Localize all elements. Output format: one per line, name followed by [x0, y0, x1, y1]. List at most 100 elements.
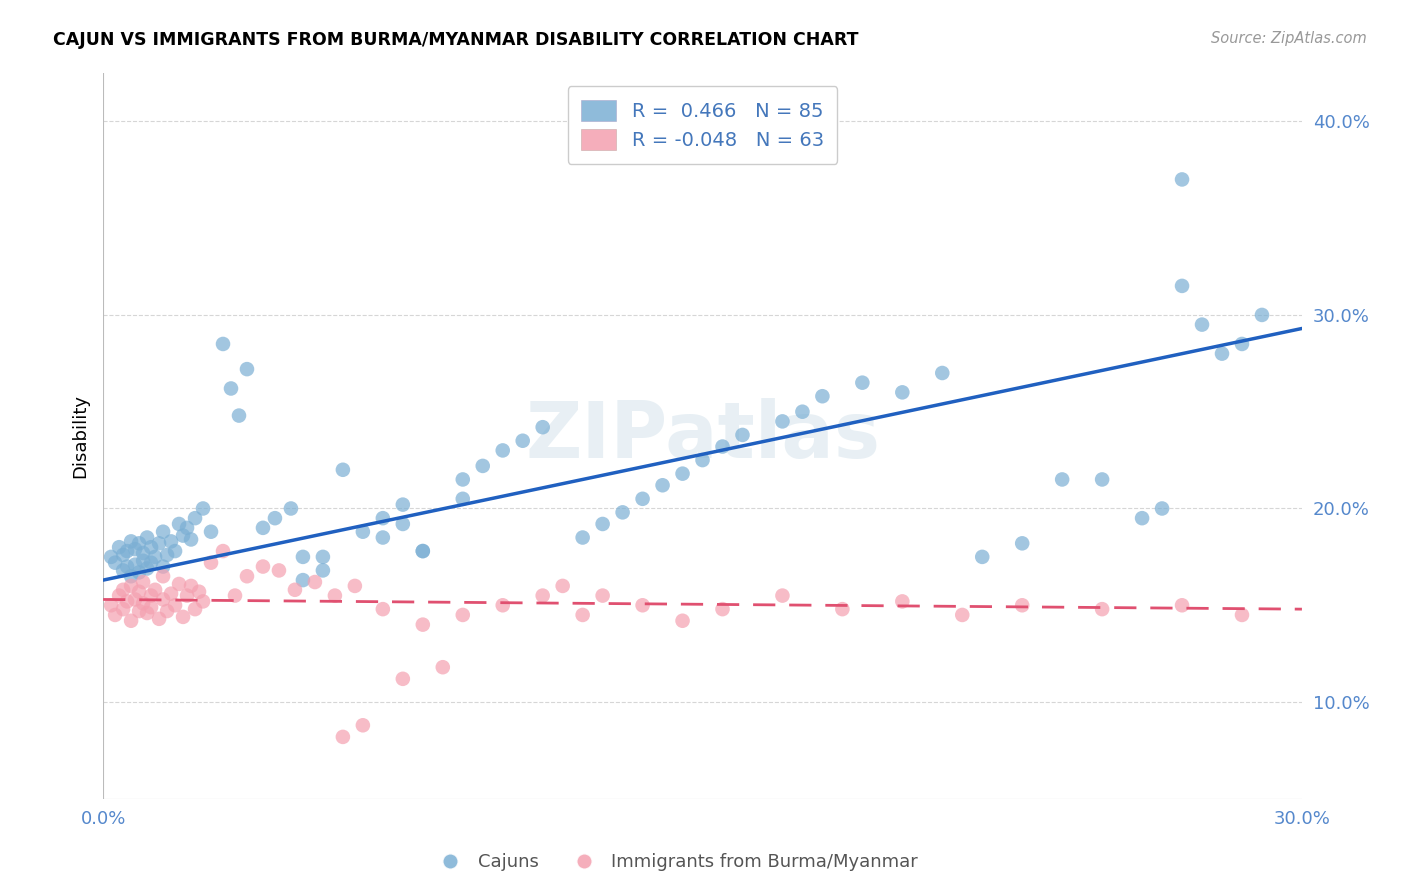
Point	[891, 385, 914, 400]
Text: CAJUN VS IMMIGRANTS FROM BURMA/MYANMAR DISABILITY CORRELATION CHART: CAJUN VS IMMIGRANTS FROM BURMA/MYANMAR D…	[53, 31, 859, 49]
Point	[284, 582, 307, 597]
Point	[152, 524, 174, 539]
Point	[332, 730, 354, 744]
Point	[104, 607, 127, 622]
Point	[1171, 599, 1194, 613]
Point	[172, 528, 194, 542]
Point	[291, 549, 314, 564]
Point	[1211, 346, 1233, 360]
Point	[312, 563, 335, 577]
Point	[392, 498, 415, 512]
Point	[112, 548, 135, 562]
Point	[120, 569, 142, 583]
Point	[392, 516, 415, 531]
Point	[631, 491, 654, 506]
Point	[571, 607, 593, 622]
Point	[165, 599, 187, 613]
Point	[128, 566, 150, 580]
Point	[224, 589, 246, 603]
Point	[531, 589, 554, 603]
Point	[692, 453, 714, 467]
Point	[152, 592, 174, 607]
Point	[124, 542, 146, 557]
Point	[180, 533, 202, 547]
Point	[451, 473, 474, 487]
Point	[891, 594, 914, 608]
Point	[112, 582, 135, 597]
Point	[176, 589, 198, 603]
Y-axis label: Disability: Disability	[72, 394, 89, 478]
Point	[1230, 337, 1253, 351]
Point	[200, 524, 222, 539]
Point	[132, 596, 155, 610]
Text: ZIPatlas: ZIPatlas	[524, 398, 880, 474]
Point	[156, 548, 179, 562]
Point	[148, 612, 170, 626]
Point	[280, 501, 302, 516]
Point	[104, 556, 127, 570]
Point	[1130, 511, 1153, 525]
Point	[167, 516, 190, 531]
Point	[1191, 318, 1213, 332]
Point	[612, 505, 634, 519]
Point	[412, 617, 434, 632]
Point	[1091, 473, 1114, 487]
Point	[112, 602, 135, 616]
Point	[108, 540, 131, 554]
Point	[551, 579, 574, 593]
Point	[184, 602, 207, 616]
Point	[143, 549, 166, 564]
Point	[167, 577, 190, 591]
Point	[100, 549, 122, 564]
Point	[392, 672, 415, 686]
Point	[1171, 279, 1194, 293]
Point	[512, 434, 534, 448]
Point	[651, 478, 673, 492]
Point	[671, 467, 693, 481]
Point	[531, 420, 554, 434]
Point	[592, 589, 614, 603]
Point	[252, 521, 274, 535]
Point	[291, 573, 314, 587]
Point	[432, 660, 454, 674]
Point	[139, 556, 162, 570]
Point	[212, 337, 235, 351]
Point	[1152, 501, 1174, 516]
Point	[139, 540, 162, 554]
Point	[731, 428, 754, 442]
Point	[228, 409, 250, 423]
Point	[128, 584, 150, 599]
Point	[1091, 602, 1114, 616]
Point	[972, 549, 994, 564]
Point	[191, 501, 214, 516]
Legend: R =  0.466   N = 85, R = -0.048   N = 63: R = 0.466 N = 85, R = -0.048 N = 63	[568, 87, 838, 164]
Point	[792, 405, 814, 419]
Text: Source: ZipAtlas.com: Source: ZipAtlas.com	[1211, 31, 1367, 46]
Point	[165, 544, 187, 558]
Point	[139, 600, 162, 615]
Point	[219, 382, 242, 396]
Point	[128, 536, 150, 550]
Point	[931, 366, 953, 380]
Point	[252, 559, 274, 574]
Point	[136, 606, 159, 620]
Point	[471, 458, 494, 473]
Point	[124, 558, 146, 572]
Point	[160, 534, 183, 549]
Point	[156, 604, 179, 618]
Point	[851, 376, 873, 390]
Point	[184, 511, 207, 525]
Point	[772, 414, 794, 428]
Point	[312, 549, 335, 564]
Point	[115, 544, 138, 558]
Point	[143, 582, 166, 597]
Point	[412, 544, 434, 558]
Point	[451, 491, 474, 506]
Point	[176, 521, 198, 535]
Point	[264, 511, 287, 525]
Point	[451, 607, 474, 622]
Point	[136, 561, 159, 575]
Point	[267, 563, 290, 577]
Point	[128, 604, 150, 618]
Point	[711, 602, 734, 616]
